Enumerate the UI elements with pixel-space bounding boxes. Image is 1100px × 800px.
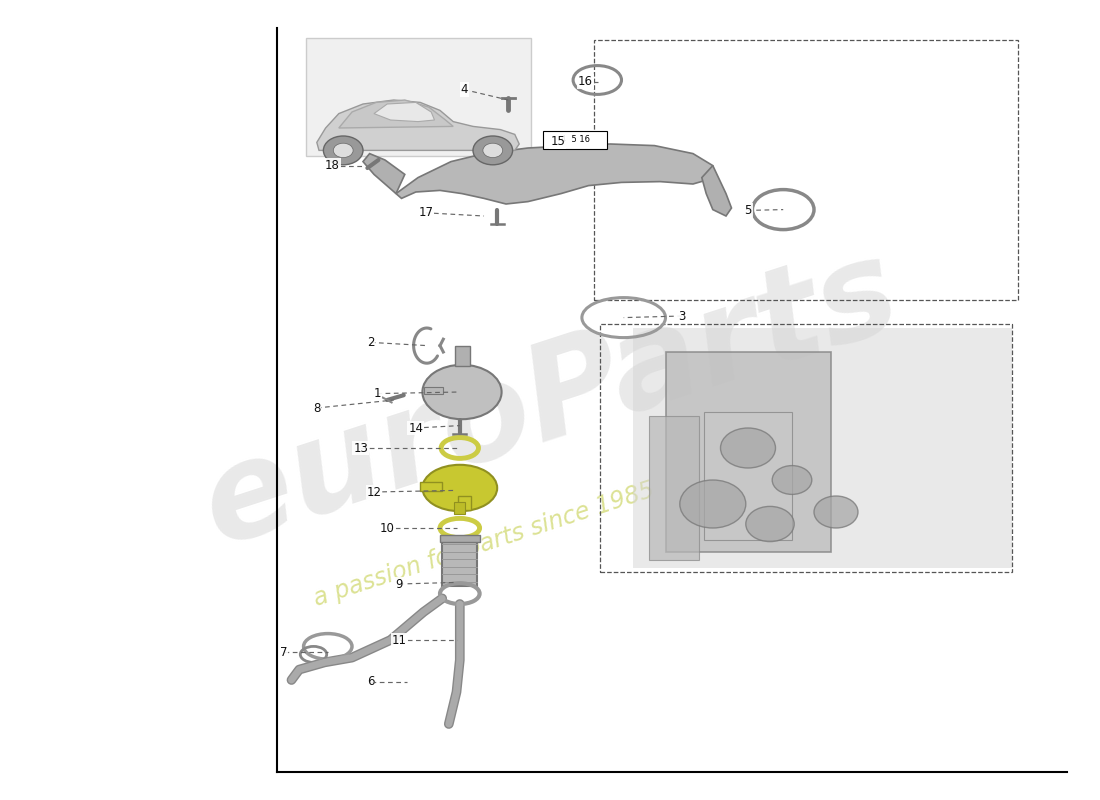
Text: 15: 15 [550, 135, 565, 148]
Circle shape [772, 466, 812, 494]
Bar [442, 539, 477, 586]
Bar [649, 416, 698, 560]
Circle shape [680, 480, 746, 528]
Text: 4: 4 [461, 83, 468, 96]
Text: 9: 9 [396, 578, 403, 590]
Bar [440, 535, 480, 542]
Text: 4  5 16: 4 5 16 [561, 135, 590, 145]
Circle shape [323, 136, 363, 165]
Bar [454, 502, 465, 514]
Circle shape [483, 143, 503, 158]
Circle shape [333, 143, 353, 158]
Bar [543, 131, 607, 149]
Text: 5: 5 [745, 204, 751, 217]
Bar [704, 412, 792, 540]
Text: 14: 14 [408, 422, 424, 434]
Text: a passion for parts since 1985: a passion for parts since 1985 [310, 478, 658, 610]
Text: 8: 8 [314, 402, 320, 414]
Text: 16: 16 [578, 75, 593, 88]
Polygon shape [363, 154, 405, 194]
Circle shape [814, 496, 858, 528]
Text: 13: 13 [353, 442, 369, 454]
Bar [455, 346, 470, 366]
Text: 7: 7 [280, 646, 287, 658]
Circle shape [746, 506, 794, 542]
Text: euroParts: euroParts [186, 228, 914, 572]
Bar [594, 40, 1018, 300]
Polygon shape [702, 166, 732, 216]
Text: 2: 2 [367, 336, 374, 349]
Text: 3: 3 [679, 310, 685, 322]
Polygon shape [374, 102, 434, 122]
Text: 17: 17 [418, 206, 433, 219]
Bar [306, 38, 531, 156]
Text: 11: 11 [392, 634, 407, 646]
Polygon shape [317, 100, 519, 150]
Bar [600, 324, 1012, 572]
Polygon shape [339, 100, 453, 128]
Ellipse shape [422, 365, 502, 419]
Text: 10: 10 [379, 522, 395, 534]
Text: 18: 18 [324, 159, 340, 172]
Bar [424, 387, 443, 394]
Polygon shape [396, 144, 715, 204]
Bar [632, 328, 1012, 568]
Text: 6: 6 [367, 675, 374, 688]
Text: 1: 1 [374, 387, 381, 400]
Bar [666, 352, 830, 552]
Bar [458, 496, 471, 510]
Circle shape [720, 428, 775, 468]
Ellipse shape [422, 465, 497, 511]
Text: 12: 12 [366, 486, 382, 498]
Circle shape [473, 136, 513, 165]
Bar [420, 482, 442, 491]
